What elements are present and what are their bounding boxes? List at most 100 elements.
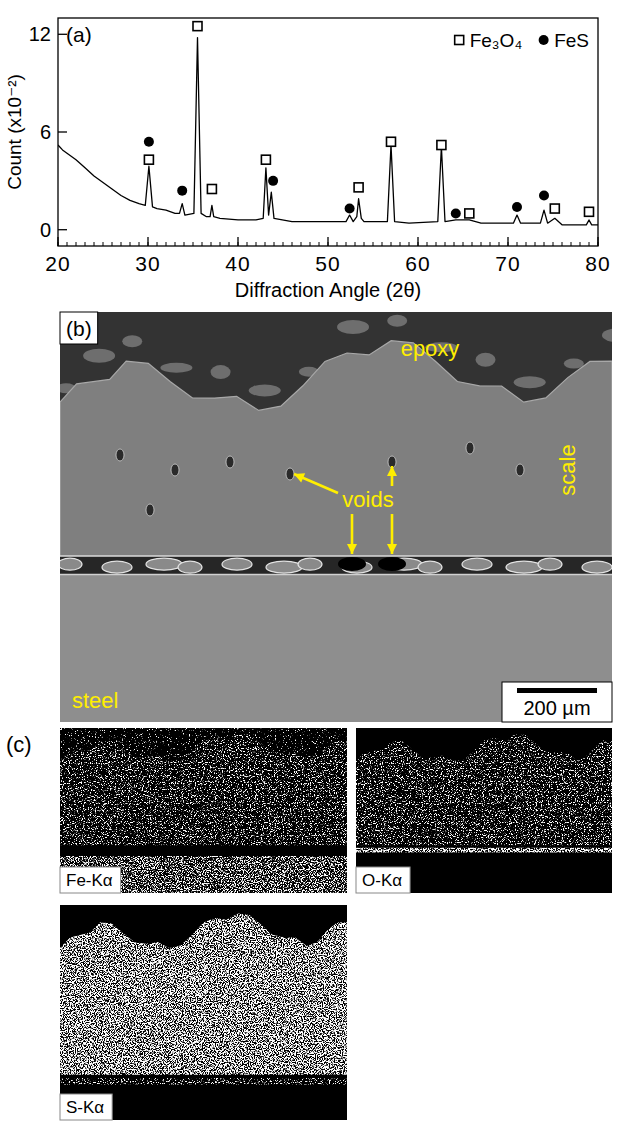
- y-tick: [58, 229, 67, 230]
- panel-label: (c): [6, 732, 32, 757]
- minor-tick: [310, 242, 311, 246]
- interface-grain: [222, 558, 252, 570]
- y-tick-label: 12: [29, 23, 51, 45]
- minor-tick: [94, 242, 95, 246]
- x-tick: [597, 237, 598, 246]
- speckles: [60, 728, 347, 893]
- speckle-region: [60, 728, 347, 893]
- epoxy-debris: [602, 328, 612, 342]
- minor-tick: [121, 242, 122, 246]
- epoxy-debris: [160, 363, 192, 373]
- map-label: Fe-Kα: [66, 871, 113, 890]
- arrow-head: [294, 473, 305, 482]
- speckles: [356, 728, 612, 893]
- square-marker: [354, 183, 363, 192]
- interface-grain: [266, 561, 302, 573]
- minor-tick: [364, 242, 365, 246]
- map-label-box: [60, 867, 121, 893]
- square-marker: [144, 155, 153, 164]
- legend-marker: [455, 36, 464, 45]
- square-marker: [207, 185, 216, 194]
- x-tick-label: 60: [405, 252, 430, 275]
- minor-tick: [256, 242, 257, 246]
- square-marker: [387, 137, 396, 146]
- minor-tick: [409, 242, 410, 246]
- minor-tick: [373, 242, 374, 246]
- minor-tick: [391, 242, 392, 246]
- arrow-head: [387, 466, 397, 476]
- steel-label: steel: [72, 688, 118, 713]
- map-label-box: [356, 867, 410, 893]
- figure: 203040506070800612Diffraction Angle (2θ)…: [0, 0, 621, 1124]
- interface-edge: [60, 555, 612, 557]
- y-tick-label: 0: [40, 219, 51, 241]
- epoxy-region: [60, 312, 612, 722]
- interface-void: [378, 557, 406, 571]
- minor-tick: [544, 242, 545, 246]
- void: [171, 464, 179, 476]
- minor-tick: [292, 242, 293, 246]
- minor-tick: [301, 242, 302, 246]
- minor-tick: [76, 242, 77, 246]
- voids-label: voids: [342, 487, 393, 512]
- legend-label: FeS: [554, 30, 589, 51]
- void: [286, 468, 294, 480]
- minor-tick: [85, 242, 86, 246]
- arrow-shaft: [294, 474, 338, 493]
- map-background: [60, 905, 347, 1120]
- panel-label: (a): [66, 23, 92, 46]
- map-background: [60, 728, 347, 893]
- minor-tick: [184, 242, 185, 246]
- speckle-region: [356, 728, 612, 893]
- minor-tick: [445, 242, 446, 246]
- square-marker: [193, 22, 202, 31]
- interface-grain: [146, 558, 182, 570]
- x-tick: [507, 237, 508, 246]
- scale-bar-box: [502, 682, 612, 722]
- minor-tick: [67, 242, 68, 246]
- arrow-head: [387, 544, 397, 554]
- minor-tick: [193, 242, 194, 246]
- y-tick-label: 6: [40, 121, 51, 143]
- minor-tick: [463, 242, 464, 246]
- epoxy-debris: [211, 365, 231, 379]
- minor-tick: [526, 242, 527, 246]
- legend: Fe₃O₄FeS: [455, 30, 589, 51]
- circle-marker: [177, 186, 187, 196]
- steel-region: [60, 574, 612, 722]
- x-tick-label: 20: [45, 252, 70, 275]
- speckles: [60, 905, 347, 1120]
- void: [146, 504, 154, 516]
- panel-label-box: [60, 312, 98, 344]
- epoxy-debris: [249, 384, 281, 396]
- x-tick: [417, 237, 418, 246]
- minor-tick: [283, 242, 284, 246]
- minor-tick: [427, 242, 428, 246]
- minor-tick: [346, 242, 347, 246]
- minor-tick: [175, 242, 176, 246]
- map-label: O-Kα: [362, 871, 402, 890]
- minor-tick: [499, 242, 500, 246]
- circle-marker: [539, 191, 549, 201]
- minor-tick: [355, 242, 356, 246]
- minor-tick: [382, 242, 383, 246]
- minor-tick: [562, 242, 563, 246]
- speckles: [60, 728, 347, 893]
- plot-marks: [58, 22, 598, 225]
- speckle-region: [60, 905, 347, 1120]
- minor-tick: [481, 242, 482, 246]
- minor-tick: [220, 242, 221, 246]
- legend-marker: [539, 35, 549, 45]
- x-tick-label: 30: [135, 252, 160, 275]
- minor-tick: [571, 242, 572, 246]
- interface-grain: [582, 561, 612, 573]
- interface-void: [338, 557, 366, 571]
- x-tick: [57, 237, 58, 246]
- minor-tick: [166, 242, 167, 246]
- epoxy-debris: [564, 359, 584, 369]
- minor-tick: [400, 242, 401, 246]
- minor-tick: [247, 242, 248, 246]
- minor-tick: [454, 242, 455, 246]
- x-tick-label: 50: [315, 252, 340, 275]
- epoxy-label: epoxy: [401, 336, 460, 361]
